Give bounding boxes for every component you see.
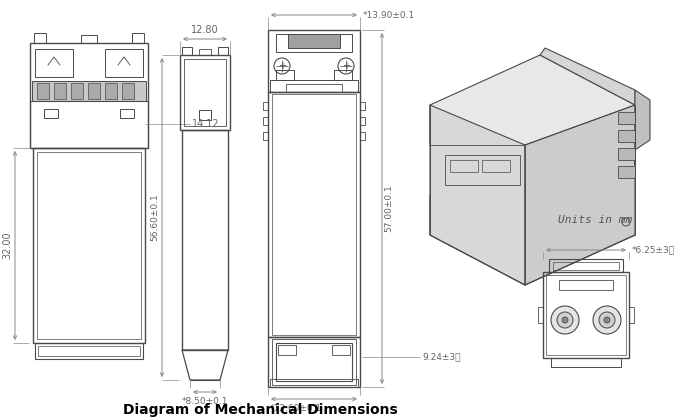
Polygon shape [430, 55, 635, 195]
Bar [288, 34, 340, 48]
Circle shape [557, 312, 573, 328]
Bar [618, 112, 635, 124]
Bar [132, 33, 144, 43]
Bar [549, 259, 623, 272]
Bar [263, 132, 268, 140]
Text: Diagram of Mechanical Dimensions: Diagram of Mechanical Dimensions [122, 403, 397, 417]
Text: 12.80: 12.80 [191, 25, 219, 35]
Text: 57.00±0.1: 57.00±0.1 [384, 185, 393, 232]
Bar [553, 262, 619, 270]
Bar [268, 30, 360, 92]
Text: 56.60±0.1: 56.60±0.1 [150, 194, 159, 241]
Bar [272, 94, 356, 335]
Bar [445, 155, 520, 185]
Bar [218, 47, 228, 55]
Bar [35, 49, 73, 77]
Bar [360, 102, 365, 110]
Bar [38, 346, 140, 356]
Bar [88, 83, 100, 99]
Bar [182, 130, 228, 350]
Bar [105, 49, 143, 77]
Bar [35, 343, 143, 359]
Bar [450, 160, 478, 172]
Circle shape [562, 317, 568, 323]
Bar [54, 83, 66, 99]
Bar [546, 275, 626, 355]
Polygon shape [430, 105, 525, 285]
Circle shape [604, 317, 610, 323]
Bar [30, 101, 148, 148]
Bar [268, 337, 360, 387]
Text: 9.24±3米: 9.24±3米 [422, 352, 460, 362]
Bar [30, 43, 148, 148]
Text: *6.25±3米: *6.25±3米 [632, 246, 675, 255]
Text: *8.50±0.1: *8.50±0.1 [182, 397, 228, 406]
Bar [34, 33, 46, 43]
Bar [32, 81, 146, 101]
Bar [263, 117, 268, 125]
Bar [276, 343, 352, 381]
Bar [44, 109, 58, 118]
Bar [276, 70, 294, 80]
Bar [538, 307, 543, 323]
Bar [559, 280, 613, 290]
Polygon shape [525, 105, 635, 285]
Bar [334, 70, 352, 80]
Bar [618, 130, 635, 142]
Bar [276, 34, 352, 52]
Bar [37, 83, 49, 99]
Text: 14.12: 14.12 [192, 119, 220, 129]
Circle shape [593, 306, 621, 334]
Text: *13.60±0.1: *13.60±0.1 [270, 404, 322, 413]
Bar [105, 83, 117, 99]
Text: +: + [278, 61, 286, 71]
Circle shape [599, 312, 615, 328]
Bar [629, 307, 634, 323]
Bar [618, 166, 635, 178]
Bar [272, 339, 356, 385]
Bar [199, 110, 211, 120]
Bar [482, 160, 510, 172]
Bar [278, 345, 296, 355]
Bar [81, 35, 97, 43]
Bar [182, 47, 192, 55]
Bar [122, 83, 134, 99]
Bar [199, 49, 211, 55]
Circle shape [551, 306, 579, 334]
Bar [268, 92, 360, 337]
Bar [286, 84, 342, 92]
Bar [551, 358, 621, 367]
Polygon shape [540, 48, 635, 105]
Bar [184, 59, 226, 126]
Bar [270, 80, 358, 92]
Text: *13.90±0.1: *13.90±0.1 [363, 10, 415, 19]
Bar [33, 148, 145, 343]
Bar [37, 152, 141, 339]
Bar [71, 83, 83, 99]
Text: Units in mm: Units in mm [558, 215, 632, 225]
Polygon shape [635, 90, 650, 165]
Bar [543, 272, 629, 358]
Bar [180, 55, 230, 130]
Bar [360, 117, 365, 125]
Bar [120, 109, 134, 118]
Polygon shape [430, 145, 635, 285]
Bar [332, 345, 350, 355]
Text: 32.00: 32.00 [2, 232, 12, 259]
Text: +: + [342, 61, 350, 71]
Bar [618, 148, 635, 160]
Bar [270, 379, 358, 387]
Bar [263, 102, 268, 110]
Bar [360, 132, 365, 140]
